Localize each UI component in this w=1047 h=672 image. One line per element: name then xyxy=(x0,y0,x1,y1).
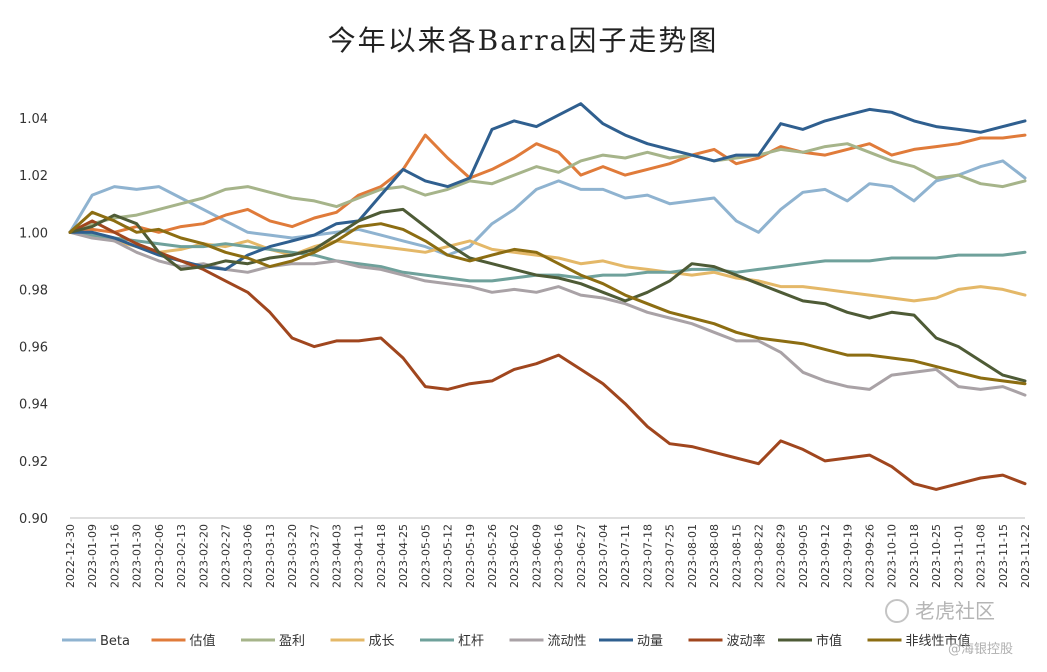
x-tick-label: 2023-07-18 xyxy=(641,524,654,588)
y-tick-label: 0.90 xyxy=(19,512,48,527)
x-tick-label: 2023-10-25 xyxy=(930,524,943,588)
x-tick-label: 2023-11-01 xyxy=(952,524,965,588)
series-line-0 xyxy=(68,159,1027,257)
x-tick-label: 2023-07-11 xyxy=(619,524,632,588)
x-tick-label: 2023-05-12 xyxy=(442,524,455,588)
x-tick-label: 2023-09-12 xyxy=(819,524,832,588)
x-tick-label: 2023-02-06 xyxy=(153,524,166,588)
x-tick-label: 2023-04-11 xyxy=(353,524,366,588)
x-tick-label: 2023-07-25 xyxy=(664,524,677,588)
y-tick-label: 0.96 xyxy=(19,341,48,356)
x-tick-label: 2023-06-09 xyxy=(530,524,543,588)
y-tick-label: 1.04 xyxy=(19,112,48,127)
x-tick-label: 2023-11-08 xyxy=(975,524,988,588)
legend-label: 估值 xyxy=(190,633,216,649)
watermark-brand: 老虎社区 xyxy=(915,599,995,623)
x-tick-label: 2023-02-27 xyxy=(219,524,232,588)
x-tick-label: 2023-10-10 xyxy=(886,524,899,588)
x-tick-label: 2023-11-22 xyxy=(1019,524,1032,588)
x-tick-label: 2023-04-25 xyxy=(397,524,410,588)
x-tick-label: 2023-06-02 xyxy=(508,524,521,588)
y-tick-label: 1.02 xyxy=(19,169,48,184)
legend-label: 市值 xyxy=(816,633,842,649)
y-axis: 0.90 0.92 0.94 0.96 0.98 1.00 1.02 1.04 xyxy=(19,112,48,527)
y-tick-label: 0.92 xyxy=(19,455,48,470)
watermark: 老虎社区 @海银控股 xyxy=(885,599,1013,657)
x-tick-label: 2023-05-19 xyxy=(464,524,477,588)
series-line-7 xyxy=(68,219,1027,491)
x-tick-label: 2023-01-09 xyxy=(86,524,99,588)
x-tick-label: 2023-02-13 xyxy=(175,524,188,588)
chart-title: 今年以来各Barra因子走势图 xyxy=(328,24,719,57)
y-tick-label: 1.00 xyxy=(19,226,48,241)
x-tick-label: 2023-09-19 xyxy=(841,524,854,588)
x-tick-label: 2023-08-29 xyxy=(775,524,788,588)
y-tick-label: 0.98 xyxy=(19,283,48,298)
legend-label: 成长 xyxy=(369,634,395,649)
x-tick-label: 2023-09-05 xyxy=(797,524,810,588)
x-tick-label: 2023-07-04 xyxy=(597,524,610,588)
legend-label: 流动性 xyxy=(548,634,587,649)
x-tick-label: 2023-08-15 xyxy=(730,524,743,588)
series-line-1 xyxy=(68,133,1027,234)
watermark-account: @海银控股 xyxy=(948,642,1013,657)
x-tick-label: 2023-08-01 xyxy=(686,524,699,588)
x-tick-label: 2023-05-05 xyxy=(419,524,432,588)
x-tick-label: 2023-06-16 xyxy=(553,524,566,588)
legend-label: 盈利 xyxy=(279,634,305,649)
tiger-logo-icon xyxy=(885,599,909,623)
x-tick-label: 2023-08-22 xyxy=(752,524,765,588)
series-line-5 xyxy=(68,230,1027,397)
x-tick-label: 2023-08-08 xyxy=(708,524,721,588)
x-tick-label: 2023-03-13 xyxy=(264,524,277,588)
series-line-8 xyxy=(68,207,1027,383)
x-tick-label: 2023-03-20 xyxy=(286,524,299,588)
legend-label: 杠杆 xyxy=(458,633,484,649)
series-line-6 xyxy=(68,102,1027,271)
y-tick-label: 0.94 xyxy=(19,398,48,413)
legend-label: 波动率 xyxy=(727,633,766,649)
legend: Beta 估值 盈利 成长 杠杆 流动性 动量 波动率 市值 非线性市值 xyxy=(62,633,971,649)
legend-label: 非线性市值 xyxy=(906,633,971,649)
x-tick-label: 2022-12-30 xyxy=(64,524,77,588)
x-tick-label: 2023-03-27 xyxy=(308,524,321,588)
x-tick-label: 2023-01-16 xyxy=(108,524,121,588)
x-tick-label: 2023-02-20 xyxy=(197,524,210,588)
legend-label: Beta xyxy=(100,634,130,649)
series-layer xyxy=(68,102,1027,491)
x-tick-label: 2023-06-27 xyxy=(575,524,588,588)
x-tick-label: 2023-04-03 xyxy=(331,524,344,588)
x-tick-label: 2023-09-26 xyxy=(864,524,877,588)
series-line-9 xyxy=(68,210,1027,386)
x-axis: 2022-12-30 2023-01-09 2023-01-16 2023-01-30… xyxy=(64,517,1032,588)
x-tick-label: 2023-10-18 xyxy=(908,524,921,588)
x-tick-label: 2023-05-26 xyxy=(486,524,499,588)
x-tick-label: 2023-11-15 xyxy=(997,524,1010,588)
x-tick-label: 2023-01-30 xyxy=(131,524,144,588)
legend-label: 动量 xyxy=(637,634,663,649)
series-line-2 xyxy=(68,142,1027,234)
x-tick-label: 2023-04-18 xyxy=(375,524,388,588)
x-tick-label: 2023-03-06 xyxy=(242,524,255,588)
